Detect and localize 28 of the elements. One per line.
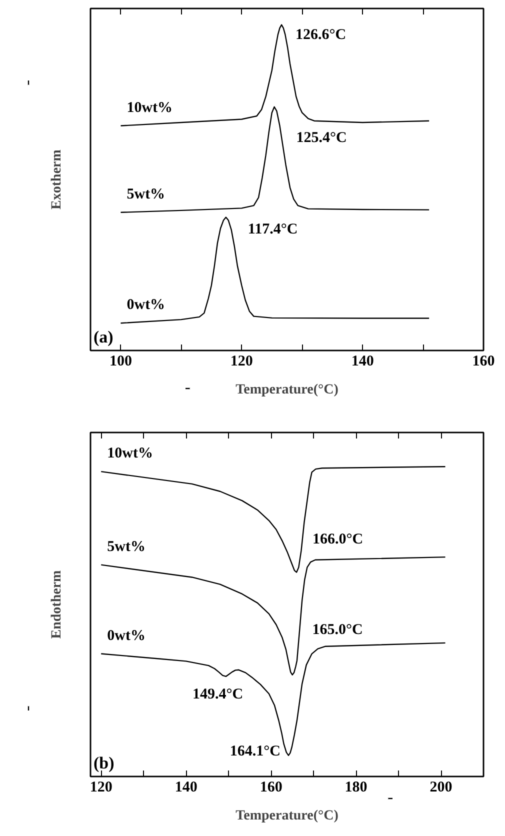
annotation: (a) [94,328,114,346]
annotation: 166.0°C [312,531,364,548]
series-label: 5wt% [126,186,166,202]
annotation: 125.4°C [296,130,347,146]
legend-label: 10wt% [107,446,153,462]
series-label: 0wt% [107,628,146,644]
x-axis-title: Temperature(°C) [236,382,339,398]
annotation: 126.6°C [296,26,346,43]
x-tick-label: 100 [109,354,132,370]
x-tick-label: 160 [472,354,495,370]
x-tick-label: 160 [260,780,282,796]
annotation: 117.4°C [248,221,298,238]
series-label: 5wt% [107,538,146,555]
series-label: 0wt% [126,297,166,314]
x-tick-label: 120 [90,780,112,796]
x-tick-label: 140 [351,354,374,370]
y-axis-title: Exotherm [50,149,64,210]
x-tick-label: 120 [230,354,253,370]
y-axis-title: Endotherm [50,570,64,639]
x-tick-label: 140 [174,780,198,796]
annotation: 164.1°C [230,743,280,760]
annotation: 149.4°C [192,686,244,702]
x-tick-label: 200 [430,780,452,796]
x-tick-label: 180 [344,780,368,796]
series-label: 10wt% [126,100,173,116]
annotation: (b) [94,754,114,772]
x-axis-title: Temperature(°C) [236,808,339,824]
annotation: 165.0°C [312,622,363,638]
